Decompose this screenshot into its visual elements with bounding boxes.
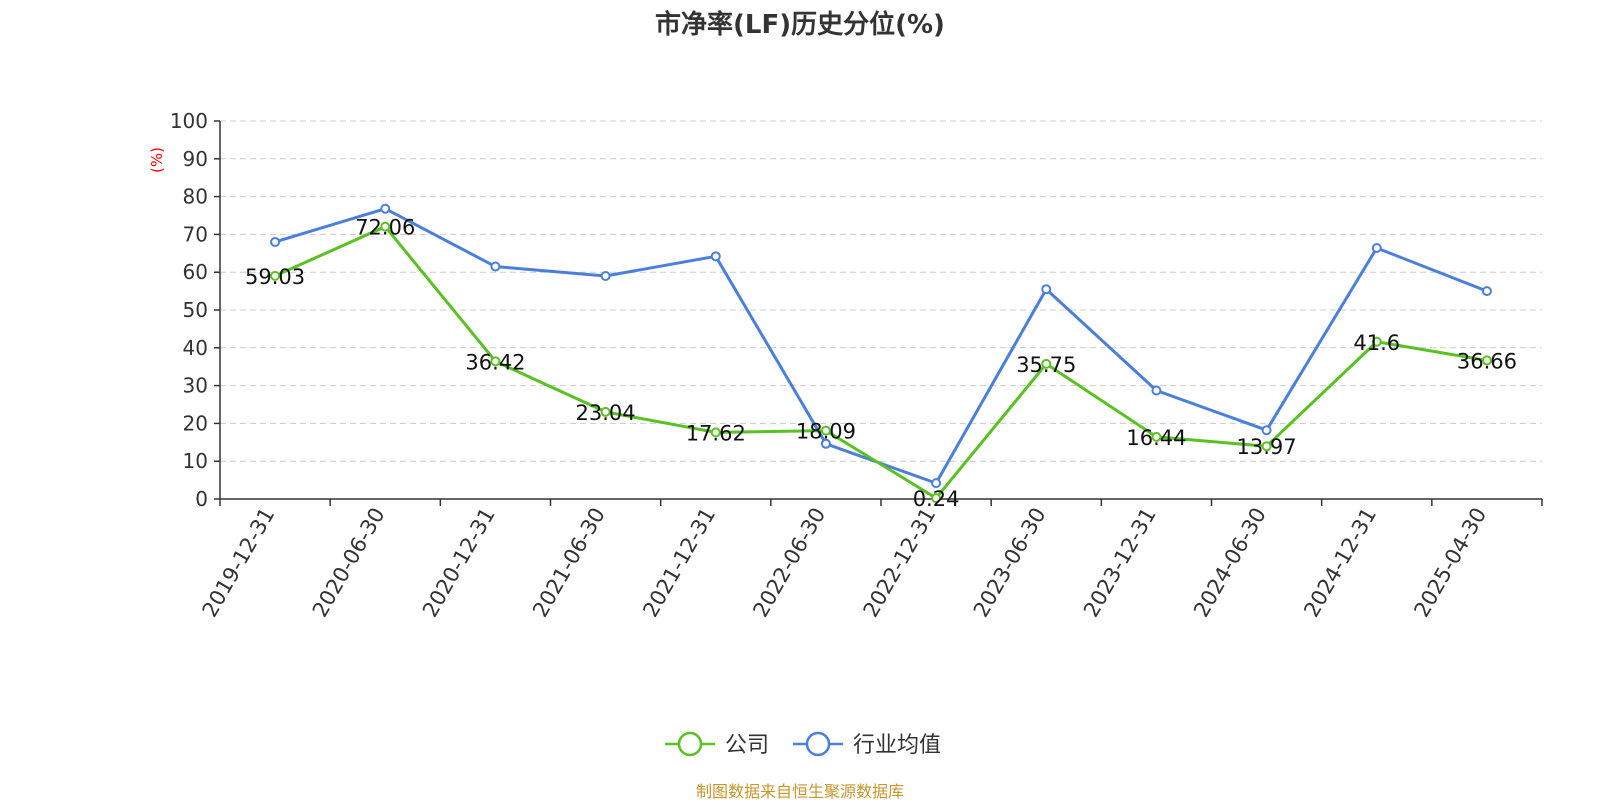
series-group [270, 203, 1492, 504]
series-0 [270, 221, 1492, 504]
legend-marker [677, 731, 703, 757]
data-point[interactable] [1371, 336, 1382, 347]
y-tick-label: 90 [183, 147, 208, 171]
chart-title: 市净率(LF)历史分位(%) [655, 9, 945, 40]
data-label: 41.6 [1353, 331, 1400, 355]
series-line [274, 207, 1488, 485]
data-point[interactable] [380, 203, 391, 214]
y-tick-label: 100 [170, 109, 208, 133]
legend-item-1[interactable]: 行业均值 [793, 731, 941, 758]
y-tick-label: 50 [183, 298, 208, 322]
x-tick-label: 2024-12-31 [1299, 504, 1381, 622]
y-tick-label: 40 [183, 336, 208, 360]
data-point[interactable] [1481, 355, 1492, 366]
data-point[interactable] [380, 221, 391, 232]
legend-item-0[interactable]: 公司 [665, 731, 769, 758]
data-label: 35.75 [1016, 353, 1076, 377]
data-point[interactable] [1481, 286, 1492, 297]
data-point[interactable] [1261, 441, 1272, 452]
y-tick-label: 60 [183, 260, 208, 284]
x-tick-label: 2021-06-30 [528, 504, 610, 622]
data-label: 23.04 [576, 401, 636, 425]
data-label: 36.42 [465, 350, 525, 374]
grid-lines [220, 120, 1542, 462]
legend[interactable]: 公司 行业均值 [665, 731, 941, 758]
legend-label: 行业均值 [853, 733, 941, 758]
y-tick-label: 20 [183, 411, 208, 435]
data-point[interactable] [600, 270, 611, 281]
y-tick-label: 30 [183, 374, 208, 398]
series-line [274, 225, 1488, 500]
data-point[interactable] [270, 270, 281, 281]
x-tick-label: 2022-12-31 [859, 503, 941, 621]
data-labels: 59.03 72.06 36.42 23.04 17.62 18.09 0.24 35.75 1… [245, 216, 1517, 511]
data-point[interactable] [270, 236, 281, 247]
data-label: 0.24 [913, 487, 960, 511]
data-label: 18.09 [796, 420, 856, 444]
data-point[interactable] [1261, 425, 1272, 436]
x-tick-label: 2024-06-30 [1189, 504, 1271, 622]
data-label: 16.44 [1126, 426, 1186, 450]
x-tick-label: 2023-12-31 [1079, 504, 1161, 622]
x-tick-label: 2019-12-31 [198, 504, 280, 622]
x-tick-label: 2023-06-30 [969, 504, 1051, 622]
data-label: 72.06 [355, 216, 415, 240]
source-note: 制图数据来自恒生聚源数据库 [696, 782, 904, 800]
data-point[interactable] [931, 478, 942, 489]
data-label: 36.66 [1457, 349, 1517, 373]
legend-marker [805, 731, 831, 757]
x-tick-label: 2025-04-30 [1409, 504, 1491, 622]
x-tick-label: 2020-06-30 [308, 504, 390, 622]
data-point[interactable] [490, 356, 501, 367]
data-label: 59.03 [245, 265, 305, 289]
x-tick-label: 2022-06-30 [748, 504, 830, 622]
data-label: 17.62 [686, 421, 746, 445]
series-1 [270, 203, 1492, 489]
data-point[interactable] [490, 261, 501, 272]
x-tick-label: 2020-12-31 [418, 503, 500, 621]
axes: 0 10 20 30 40 50 60 70 80 90 100 2019-12-31 2020-06-… [170, 109, 1543, 622]
data-point[interactable] [931, 493, 942, 504]
data-point[interactable] [820, 425, 831, 436]
y-tick-label: 0 [195, 487, 208, 511]
data-point[interactable] [1151, 431, 1162, 442]
data-point[interactable] [1041, 284, 1052, 295]
legend-label: 公司 [725, 733, 769, 758]
y-tick-label: 70 [183, 222, 208, 246]
y-axis-label: (%) [148, 147, 166, 173]
data-point[interactable] [1371, 243, 1382, 254]
data-point[interactable] [1041, 358, 1052, 369]
data-label: 13.97 [1237, 435, 1297, 459]
data-point[interactable] [600, 406, 611, 417]
data-point[interactable] [820, 438, 831, 449]
data-point[interactable] [710, 251, 721, 262]
x-tick-label: 2021-12-31 [638, 504, 720, 622]
y-tick-label: 80 [183, 185, 208, 209]
y-tick-label: 10 [183, 449, 208, 473]
data-point[interactable] [1151, 385, 1162, 396]
data-point[interactable] [710, 427, 721, 438]
